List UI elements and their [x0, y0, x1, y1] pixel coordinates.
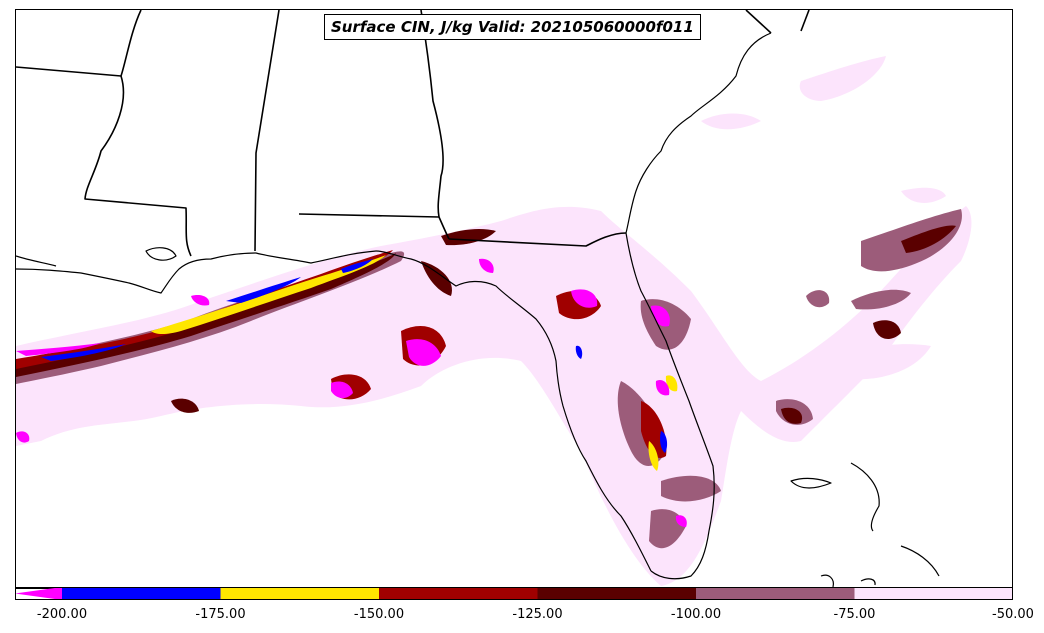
colorbar-tick-label: -175.00: [195, 607, 246, 622]
colorbar-extend-min: [15, 587, 62, 600]
colorbar: [15, 587, 1013, 600]
cin-shading-blue: [41, 259, 668, 453]
cin-shading-yellow: [151, 255, 678, 471]
cin-shading-magenta: [16, 258, 687, 527]
colorbar-bin: [62, 587, 221, 600]
map-title: Surface CIN, J/kg Valid: 202105060000f01…: [324, 14, 701, 40]
cin-map: [16, 10, 972, 588]
colorbar-bin: [379, 587, 538, 600]
coastlines: [16, 32, 940, 588]
colorbar-bin: [696, 587, 855, 600]
cin-shading-light: [16, 56, 972, 586]
colorbar-outline: [15, 587, 1013, 600]
colorbar-tick-label: -150.00: [353, 607, 405, 622]
colorbar-bin: [854, 587, 1013, 600]
colorbar-tick-label: -200.00: [36, 607, 88, 622]
colorbar-tick-label: -125.00: [512, 607, 563, 622]
colorbar-bin: [220, 587, 380, 600]
colorbar-tick-label: -50.00: [992, 607, 1034, 622]
colorbar-bins: [62, 587, 1013, 600]
colorbar-tick-label: -75.00: [833, 607, 876, 622]
map-panel: [15, 9, 1013, 589]
colorbar-bin: [537, 587, 697, 600]
colorbar-tick-label: -100.00: [670, 607, 722, 622]
state-borders: [16, 10, 810, 257]
